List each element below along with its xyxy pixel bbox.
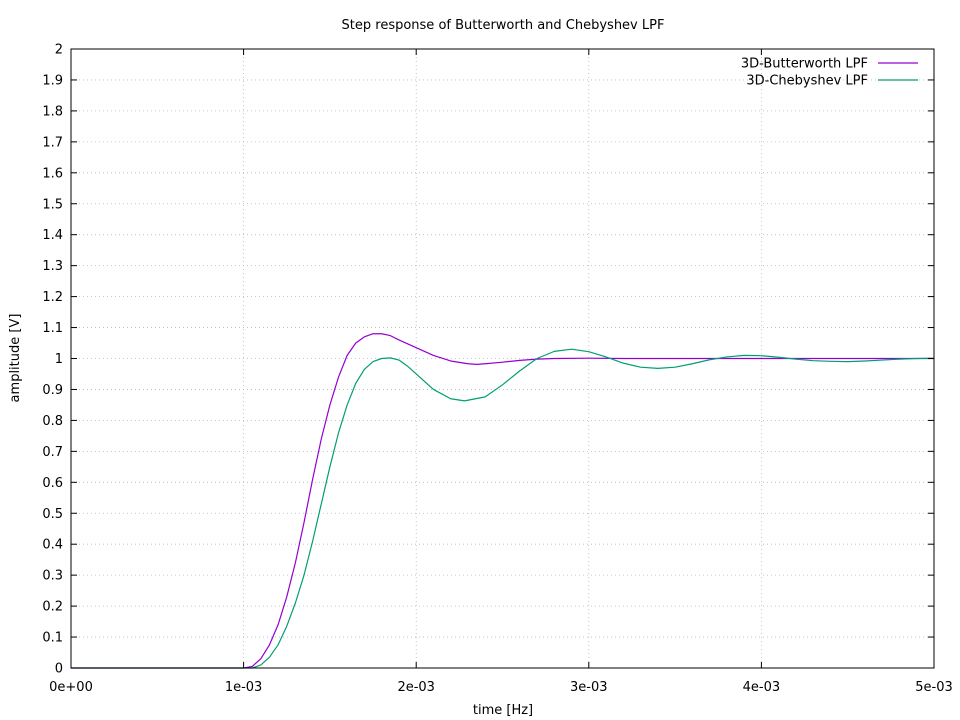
- y-axis-label: amplitude [V]: [8, 314, 23, 403]
- x-tick-label: 3e-03: [570, 680, 608, 695]
- x-tick-label: 0e+00: [49, 680, 93, 695]
- legend-label-3d-butterworth-lpf: 3D-Butterworth LPF: [741, 57, 868, 72]
- series-layer: [71, 333, 935, 669]
- y-tick-label: 0.5: [42, 507, 63, 522]
- y-tick-label: 1.9: [42, 73, 63, 88]
- y-tick-label: 0.3: [42, 569, 63, 584]
- y-tick-label: 1.8: [42, 104, 63, 119]
- y-tick-label: 1.5: [42, 197, 63, 212]
- y-tick-label: 2: [55, 43, 63, 58]
- y-tick-label: 1.1: [42, 321, 63, 336]
- y-tick-label: 0.6: [42, 476, 63, 491]
- y-tick-label: 0.8: [42, 414, 63, 429]
- y-tick-label: 0.7: [42, 445, 63, 460]
- y-tick-label: 0.1: [42, 631, 63, 646]
- y-tick-label: 0.2: [42, 600, 63, 615]
- legend-label-3d-chebyshev-lpf: 3D-Chebyshev LPF: [746, 74, 868, 89]
- y-tick-label: 0.4: [42, 538, 63, 553]
- x-tick-label: 1e-03: [225, 680, 263, 695]
- x-axis-label: time [Hz]: [473, 703, 533, 718]
- y-tick-label: 1: [55, 352, 63, 367]
- legend: 3D-Butterworth LPF 3D-Chebyshev LPF: [741, 57, 918, 89]
- y-tick-label: 1.4: [42, 228, 63, 243]
- chart-title: Step response of Butterworth and Chebysh…: [342, 18, 665, 33]
- y-tick-label: 1.6: [42, 166, 63, 181]
- y-tick-label: 0: [55, 662, 63, 677]
- y-tick-label: 1.7: [42, 135, 63, 150]
- y-tick-label: 0.9: [42, 383, 63, 398]
- tick-layer: 0 0.1 0.2 0.3 0.4 0.5 0.6 0.7 0.8 0.9 1 1.1 1.2 1.3 1.…: [42, 43, 952, 696]
- y-tick-label: 1.2: [42, 290, 63, 305]
- x-tick-label: 2e-03: [397, 680, 435, 695]
- y-tick-label: 1.3: [42, 259, 63, 274]
- series-line-3d-chebyshev-lpf: [71, 348, 935, 669]
- x-tick-label: 5e-03: [915, 680, 953, 695]
- x-tick-label: 4e-03: [743, 680, 781, 695]
- series-line-3d-butterworth-lpf: [71, 333, 934, 669]
